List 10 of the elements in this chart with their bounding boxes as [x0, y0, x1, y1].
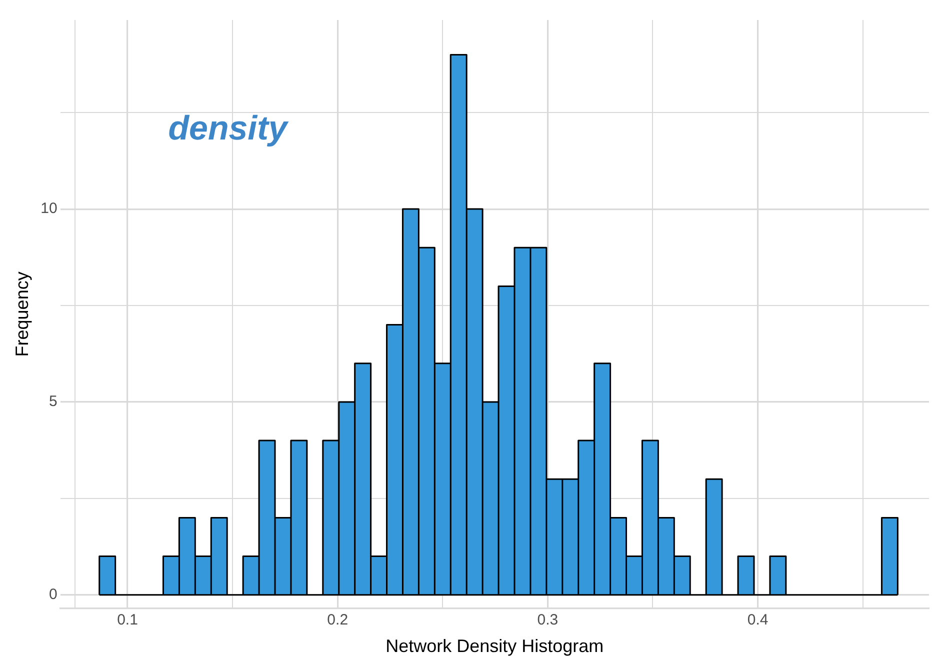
x-axis-title: Network Density Histogram: [386, 636, 604, 656]
x-tick-label: 0.4: [747, 612, 768, 629]
x-tick-label: 0.2: [327, 612, 348, 629]
x-tick-label: 0.1: [117, 612, 138, 629]
y-axis-title: Frequency: [12, 272, 32, 357]
x-tick-label: 0.3: [537, 612, 558, 629]
y-tick-label: 5: [48, 393, 58, 410]
annotation: density: [168, 109, 290, 148]
y-tick-label: 0: [48, 586, 58, 604]
y-tick-label: 10: [40, 200, 58, 218]
